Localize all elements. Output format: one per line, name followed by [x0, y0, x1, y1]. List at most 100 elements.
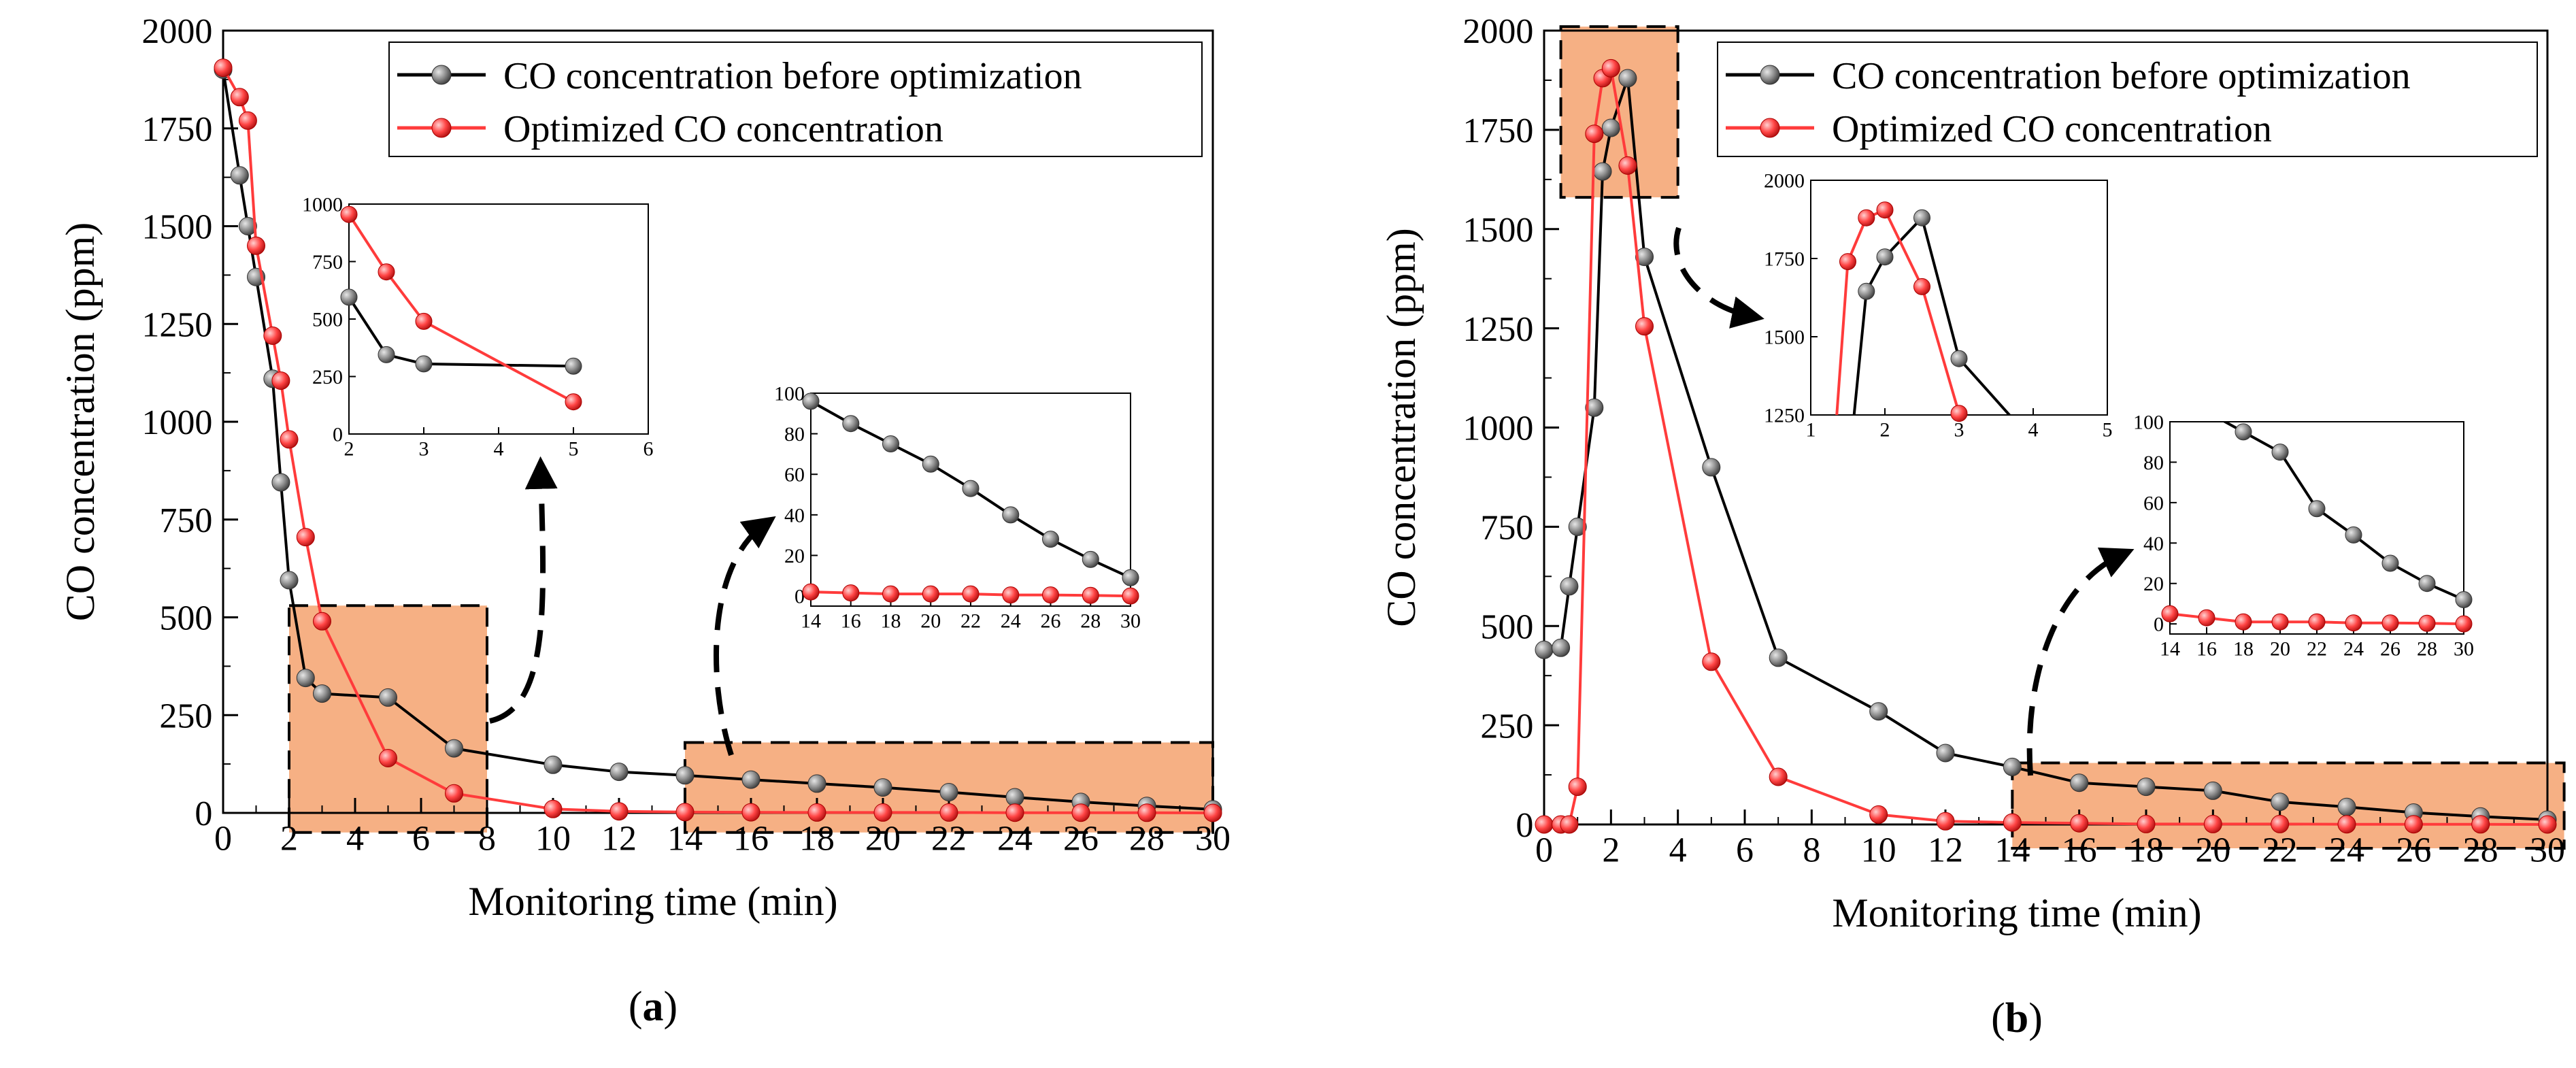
main-series-1-point [1560, 815, 1579, 834]
main-series-1-point [379, 749, 397, 767]
inset-series-0-point [802, 393, 820, 410]
inset-y-tick-label: 20 [2143, 573, 2164, 595]
main-y-tick-label: 750 [159, 501, 212, 540]
main-x-tick-label: 30 [1195, 820, 1231, 858]
main-series-0-point [445, 739, 463, 758]
main-series-0-point [1618, 69, 1637, 88]
main-series-0-point [1601, 118, 1620, 137]
main-x-tick-label: 18 [799, 820, 835, 858]
inset-y-tick-label: 1750 [1764, 248, 1805, 271]
dashed-arrow [489, 456, 558, 724]
inset-y-tick-label: 0 [333, 424, 343, 446]
inset-series-0-point [2271, 444, 2289, 461]
main-x-tick-label: 14 [1994, 831, 2030, 870]
main-x-tick-label: 20 [2195, 831, 2230, 870]
inset-1: 14 16 18 20 22 24 26 28 30 0 20 40 60 80 100 [2133, 412, 2474, 661]
inset-series-1-point [378, 263, 395, 281]
main-series-0-point [1535, 640, 1554, 659]
inset-x-tick-label: 16 [2196, 638, 2217, 661]
main-series-1-point [1869, 805, 1888, 824]
inset-y-tick-label: 0 [2154, 614, 2164, 636]
panel-label-letter: a [643, 984, 664, 1030]
main-series-0-point [807, 774, 826, 793]
main-series-0-point [609, 763, 629, 782]
inset-x-tick-label: 4 [2028, 419, 2039, 441]
inset-series-0-point [1913, 209, 1930, 227]
inset-x-tick-label: 14 [2160, 638, 2180, 661]
main-series-1-point [296, 528, 315, 547]
inset-series-1-line [349, 214, 574, 403]
main-series-1-point [263, 327, 282, 345]
inset-y-tick-label: 40 [2143, 533, 2164, 555]
panel-a: 0 2 4 6 8 10 12 14 16 18 20 22 24 26 28 300250500750100… [58, 12, 1231, 1030]
inset-series-1-point [1839, 253, 1856, 271]
legend-marker-1 [1760, 118, 1780, 138]
dashed-arrow [1673, 227, 1764, 329]
inset-y-tick-label: 750 [312, 251, 343, 273]
inset-series-1-point [1122, 587, 1139, 605]
highlight-box [288, 604, 488, 834]
main-series-1-point [1635, 317, 1654, 336]
panel-label-close: ) [664, 984, 678, 1030]
main-series-1-point [2203, 814, 2222, 833]
panel-label-open: ( [629, 984, 643, 1030]
main-series-1-point [2137, 814, 2156, 833]
main-x-tick-label: 12 [601, 820, 637, 858]
inset-series-1-point [962, 585, 980, 603]
inset-series-1-point [1082, 586, 1099, 604]
main-x-tick-label: 28 [2463, 831, 2498, 870]
inset-background [2170, 422, 2464, 634]
main-x-tick-label: 12 [1928, 831, 1963, 870]
inset-y-tick-label: 60 [784, 464, 805, 486]
inset-x-tick-label: 6 [643, 438, 654, 461]
inset-x-tick-label: 30 [2454, 638, 2474, 661]
main-series-0-point [271, 473, 290, 492]
main-y-tick-label: 750 [1480, 509, 1533, 548]
inset-y-tick-label: 40 [784, 504, 805, 527]
inset-series-0-point [1950, 350, 1968, 367]
main-series-0-point [741, 770, 760, 789]
main-series-0-point [1769, 648, 1788, 667]
inset-x-tick-label: 28 [2417, 638, 2437, 661]
main-series-0-line [222, 69, 1214, 811]
main-y-tick-label: 1750 [1462, 112, 1533, 150]
main-x-tick-label: 8 [478, 820, 496, 858]
main-x-tick-label: 0 [1535, 831, 1553, 870]
inset-x-tick-label: 18 [881, 610, 901, 633]
panel-b: 0 2 4 6 8 10 12 14 16 18 20 22 24 26 28 300250500750100… [1379, 12, 2566, 1041]
inset-series-0-point [378, 346, 395, 363]
y-axis-label: CO concentration (ppm) [58, 222, 103, 622]
main-series-1-point [230, 88, 249, 107]
main-y-tick-label: 1000 [1462, 410, 1533, 448]
inset-series-0-point [1876, 248, 1894, 266]
inset-x-tick-label: 5 [569, 438, 579, 461]
legend-marker-1 [431, 118, 452, 138]
inset-x-tick-label: 1 [1806, 419, 1816, 441]
inset-series-1-point [2235, 613, 2252, 631]
main-series-0-point [230, 166, 249, 185]
main-series-1-point [807, 803, 826, 822]
inset-series-1-point [1858, 209, 1875, 227]
inset-background [349, 204, 648, 434]
main-series-0-point [379, 688, 397, 707]
inset-series-0-point [1002, 506, 1020, 524]
main-x-tick-label: 16 [2062, 831, 2097, 870]
inset-series-1-point [842, 584, 860, 602]
main-y-tick-label: 0 [195, 795, 212, 833]
inset-x-tick-label: 16 [841, 610, 861, 633]
legend-marker-0 [431, 65, 452, 85]
main-plot: 0 2 4 6 8 10 12 14 16 18 20 22 24 26 28 300250500750100… [141, 12, 1231, 858]
inset-x-tick-label: 26 [2380, 638, 2401, 661]
inset-y-tick-label: 2000 [1764, 170, 1805, 193]
main-series-1-point [873, 803, 892, 822]
inset-series-0-point [415, 355, 433, 373]
main-series-1-point [1203, 803, 1222, 822]
main-x-tick-label: 24 [2329, 831, 2364, 870]
main-series-1-line [1544, 67, 2548, 826]
main-plot: 0 2 4 6 8 10 12 14 16 18 20 22 24 26 28 300250500750100… [1462, 12, 2565, 869]
main-y-tick-label: 1000 [141, 403, 212, 442]
main-series-0-point [1005, 788, 1024, 807]
main-series-1-point [1568, 778, 1587, 797]
main-series-1-point [1005, 803, 1024, 822]
inset-series-1-point [2345, 614, 2362, 632]
